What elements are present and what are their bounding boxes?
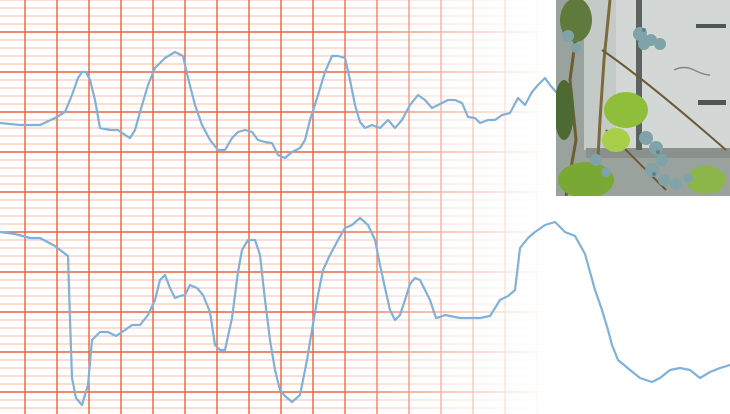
blueberry-bush-photo bbox=[556, 0, 730, 196]
upper-trace bbox=[0, 50, 558, 160]
lower-trace bbox=[0, 216, 730, 407]
traces bbox=[0, 50, 730, 407]
